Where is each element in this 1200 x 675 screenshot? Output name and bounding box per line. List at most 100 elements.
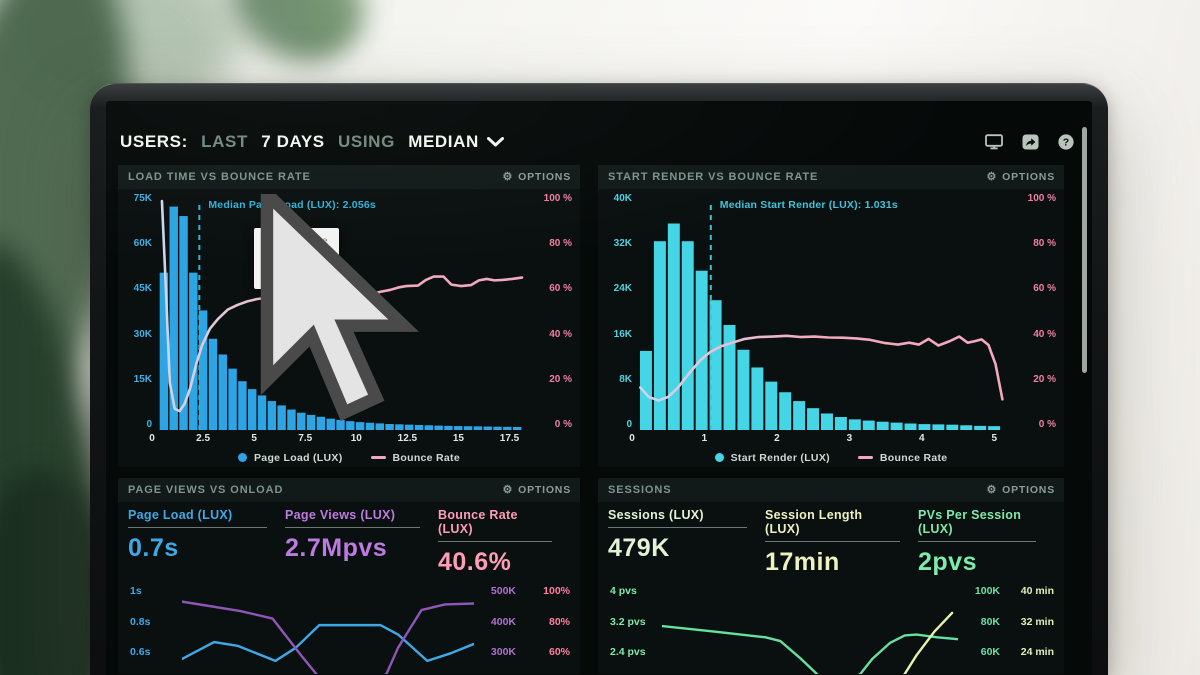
metric-page-load: Page Load (LUX) 0.7s — [128, 508, 285, 577]
svg-text:?: ? — [1063, 137, 1069, 149]
axis-tick: 7.5 — [298, 433, 313, 444]
metric-underline — [128, 527, 267, 528]
legend-item-bounce-rate[interactable]: Bounce Rate — [857, 452, 947, 464]
title-using: USING — [338, 132, 401, 151]
axis-tick: 40K — [613, 193, 632, 204]
display-icon[interactable] — [985, 134, 1003, 150]
sessions-line-chart[interactable] — [662, 580, 958, 674]
panel-start-render-vs-bounce-rate: START RENDER VS BOUNCE RATE ⚙ OPTIONS 40… — [598, 165, 1064, 467]
load-time-histogram[interactable]: Median Page Load (LUX): 2.056s Bounce Ra… — [159, 194, 524, 430]
y-axis-right: 100K 40 min 80K 32 min 60K 24 min — [958, 580, 1064, 674]
y-axis-left: 75K 60K 45K 30K 15K 0 — [118, 194, 159, 430]
panel-load-time-vs-bounce-rate: LOAD TIME VS BOUNCE RATE ⚙ OPTIONS 75K 60… — [118, 165, 580, 467]
median-annotation: Median Start Render (LUX): 1.031s — [719, 199, 898, 211]
users-range-dropdown[interactable]: USERS: LAST 7 DAYS USING MEDIAN — [120, 132, 504, 152]
axis-tick: 12.5 — [397, 433, 418, 444]
legend-line-icon — [370, 456, 386, 459]
options-label: OPTIONS — [518, 171, 571, 183]
panel-header: PAGE VIEWS VS ONLOAD ⚙ OPTIONS — [118, 478, 580, 502]
metric-label: Sessions (LUX) — [608, 508, 704, 522]
gear-icon: ⚙ — [986, 483, 998, 496]
x-axis: 0 1 2 3 4 5 — [629, 433, 1016, 448]
axis-tick: 5 — [991, 433, 998, 444]
metric-underline — [285, 527, 420, 528]
options-button[interactable]: ⚙ OPTIONS — [986, 171, 1055, 183]
title-7days: 7 DAYS — [261, 132, 331, 151]
legend-dot-icon — [238, 453, 247, 462]
x-axis: 0 2.5 5 7.5 10 12.5 15 17.5 — [149, 433, 532, 448]
metric-value: 479K — [608, 534, 670, 562]
metric-value: 2pvs — [918, 548, 977, 576]
metric-value: 17min — [765, 548, 840, 576]
metric-label: Bounce Rate (LUX) — [438, 508, 518, 536]
help-icon[interactable]: ? — [1058, 134, 1074, 150]
dashboard-header: USERS: LAST 7 DAYS USING MEDIAN ? — [120, 129, 1074, 155]
title-median: MEDIAN — [408, 132, 479, 151]
title-users: USERS: — [120, 132, 194, 151]
options-button[interactable]: ⚙ OPTIONS — [986, 484, 1055, 496]
axis-tick: 4 — [919, 433, 925, 444]
y-axis-left: 40K 32K 24K 16K 8K 0 — [598, 194, 639, 430]
title-last: LAST — [201, 132, 254, 151]
panel-page-views-vs-onload: PAGE VIEWS VS ONLOAD ⚙ OPTIONS Page Load… — [118, 478, 580, 674]
metric-label: PVs Per Session (LUX) — [918, 508, 1022, 536]
axis-tick: 1s — [130, 585, 142, 597]
axis-tick: 15K — [133, 373, 152, 385]
metric-value: 40.6% — [438, 548, 512, 576]
axis-tick-row: 300K 60% — [490, 646, 570, 658]
axis-tick: 40 % — [1033, 328, 1056, 340]
axis-tick: 100 % — [543, 193, 572, 204]
metric-underline — [608, 527, 747, 528]
metric-label: Page Load (LUX) — [128, 508, 233, 522]
mini-chart-area: 4 pvs 3.2 pvs 2.4 pvs 100K 40 min 80K 32 min 6… — [598, 580, 1064, 674]
axis-tick: 20 % — [1033, 373, 1056, 385]
share-icon[interactable] — [1022, 134, 1039, 150]
screen: USERS: LAST 7 DAYS USING MEDIAN ? — [106, 101, 1092, 675]
panel-title: SESSIONS — [608, 484, 672, 496]
axis-tick: 0 % — [1038, 418, 1056, 430]
axis-tick: 2.5 — [196, 433, 211, 444]
axis-tick: 0 — [149, 433, 155, 444]
legend-item-bounce-rate[interactable]: Bounce Rate — [370, 452, 460, 464]
mini-chart-area: 1s 0.8s 0.6s 500K 100% 400K 80% 300K 60% — [118, 580, 580, 674]
metric-value: 0.7s — [128, 534, 179, 562]
panel-title: LOAD TIME VS BOUNCE RATE — [128, 171, 311, 183]
axis-tick: 4 pvs — [610, 585, 637, 597]
panel-header: LOAD TIME VS BOUNCE RATE ⚙ OPTIONS — [118, 165, 580, 189]
metric-session-length: Session Length (LUX) 17min — [765, 508, 918, 577]
options-button[interactable]: ⚙ OPTIONS — [502, 484, 571, 496]
axis-tick: 0.8s — [130, 615, 151, 628]
legend-item-start-render[interactable]: Start Render (LUX) — [714, 452, 830, 464]
axis-tick: 40 % — [549, 328, 572, 340]
axis-tick: 8K — [619, 373, 632, 385]
axis-tick: 1 — [701, 433, 708, 444]
axis-tick: 0.6s — [130, 646, 151, 658]
chevron-down-icon — [486, 137, 504, 147]
gear-icon: ⚙ — [502, 483, 514, 496]
axis-tick: 60 % — [1033, 283, 1056, 295]
metric-bounce-rate: Bounce Rate (LUX) 40.6% — [438, 508, 570, 577]
axis-tick: 0 — [629, 433, 635, 444]
metric-sessions: Sessions (LUX) 479K — [608, 508, 765, 577]
options-label: OPTIONS — [518, 484, 571, 496]
metrics-row: Page Load (LUX) 0.7s Page Views (LUX) 2.… — [118, 502, 580, 577]
median-annotation: Median Page Load (LUX): 2.056s — [208, 199, 376, 211]
gear-icon: ⚙ — [986, 170, 998, 183]
axis-tick: 16K — [613, 328, 632, 340]
legend-label: Page Load (LUX) — [254, 451, 343, 464]
options-button[interactable]: ⚙ OPTIONS — [502, 171, 571, 183]
legend: Start Render (LUX) Bounce Rate — [598, 448, 1064, 467]
start-render-histogram[interactable]: Median Start Render (LUX): 1.031s — [639, 194, 1008, 430]
legend-line-icon — [857, 456, 873, 459]
axis-tick: 10 — [350, 433, 362, 444]
axis-tick: 0 — [146, 418, 152, 430]
y-axis-right: 500K 100% 400K 80% 300K 60% — [474, 580, 580, 674]
gear-icon: ⚙ — [502, 170, 514, 183]
scrollbar[interactable] — [1082, 127, 1087, 373]
legend-item-page-load[interactable]: Page Load (LUX) — [238, 452, 343, 464]
axis-tick: 80 % — [1033, 238, 1056, 250]
page-views-line-chart[interactable] — [182, 580, 474, 674]
metric-underline — [765, 541, 900, 542]
axis-tick: 75K — [133, 193, 152, 204]
